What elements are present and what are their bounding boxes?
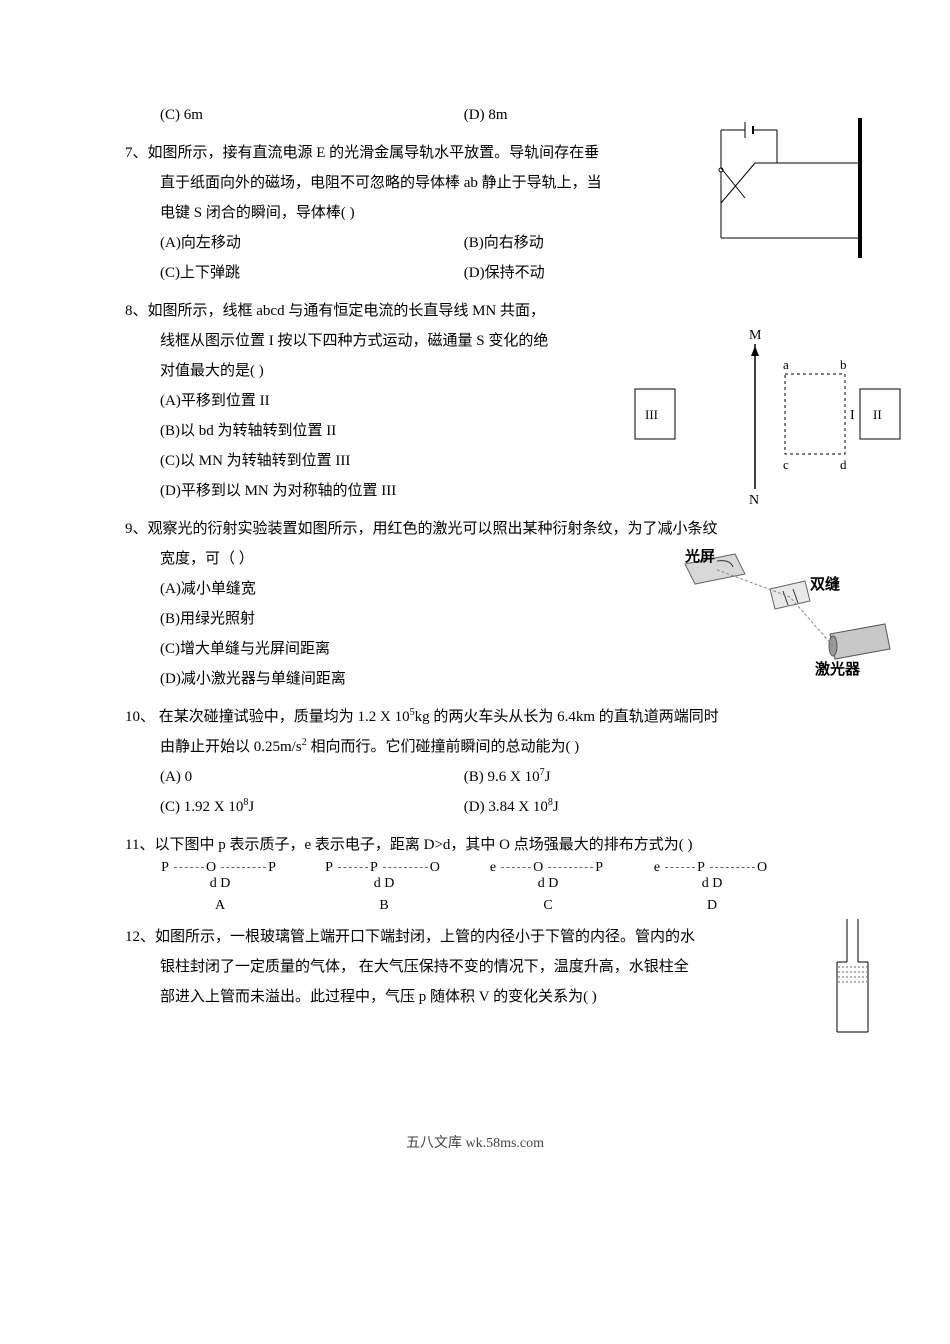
q11-text: 11、以下图中 p 表示质子，e 表示电子，距离 D>d，其中 O 点场强最大的…: [125, 830, 825, 860]
q8-number: 8、: [125, 303, 148, 319]
q12-line1: 如图所示，一根玻璃管上端开口下端封闭，上管的内径小于下管的内径。管内的水: [155, 929, 695, 945]
q10-options-2: (C) 1.92 X 108J (D) 3.84 X 108J: [125, 792, 825, 822]
label-screen: 光屏: [684, 549, 715, 565]
circuit-icon: [695, 108, 895, 268]
q10-opt-a: (A) 0: [160, 762, 460, 792]
label-slit: 双缝: [810, 575, 840, 593]
q10: 10、 在某次碰撞试验中，质量均为 1.2 X 105kg 的两火车头从长为 6…: [125, 702, 825, 822]
q11-d-label: D: [632, 898, 792, 914]
q8: M N a b c d I II III 8、如图所示，线框 abcd 与通有恒…: [125, 296, 825, 506]
tube-icon: [825, 917, 880, 1037]
q11-line1: 以下图中 p 表示质子，e 表示电子，距离 D>d，其中 O 点场强最大的排布方…: [154, 837, 692, 853]
q10-line2: 由静止开始以 0.25m/s2 相向而行。它们碰撞前瞬间的总动能为( ): [125, 732, 825, 762]
q11-d-top: ePO: [632, 860, 792, 876]
q11-c-label: C: [468, 898, 628, 914]
q11-fig-b: PPO d D B: [304, 860, 464, 914]
diffraction-icon: 光屏 双缝 激光器: [675, 549, 895, 689]
q6-opt-c: (C) 6m: [160, 100, 460, 130]
q10-optc-a: (C) 1.92 X 10: [160, 799, 243, 815]
q10-opt-d: (D) 3.84 X 108J: [464, 792, 764, 822]
q11-a-label: A: [140, 898, 300, 914]
q11-fig-d: ePO d D D: [632, 860, 792, 914]
q11-d-mid: d D: [632, 876, 792, 892]
q12: 12、如图所示，一根玻璃管上端开口下端封闭，上管的内径小于下管的内径。管内的水 …: [125, 922, 825, 1012]
q12-line2: 银柱封闭了一定质量的气体， 在大气压保持不变的情况下，温度升高，水银柱全: [125, 952, 825, 982]
label-laser: 激光器: [815, 660, 861, 678]
q9-text: 9、观察光的衍射实验装置如图所示，用红色的激光可以照出某种衍射条纹，为了减小条纹: [125, 514, 825, 544]
q10-line2a: 由静止开始以 0.25m/s: [160, 739, 302, 755]
svg-text:b: b: [840, 357, 847, 372]
label-n: N: [749, 493, 759, 508]
q9-line1: 观察光的衍射实验装置如图所示，用红色的激光可以照出某种衍射条纹，为了减小条纹: [148, 521, 718, 537]
q7-opt-c: (C)上下弹跳: [160, 258, 460, 288]
q10-optd-a: (D) 3.84 X 10: [464, 799, 548, 815]
q7-opt-a: (A)向左移动: [160, 228, 460, 258]
wire-frame-icon: M N a b c d I II III: [625, 314, 905, 509]
q12-number: 12、: [125, 929, 155, 945]
q7-figure: [695, 108, 895, 268]
q7-number: 7、: [125, 145, 148, 161]
q10-line1a: 在某次碰撞试验中，质量均为 1.2 X 10: [159, 709, 410, 725]
q9-figure: 光屏 双缝 激光器: [675, 549, 895, 689]
q11-fig-a: POP d D A: [140, 860, 300, 914]
q11-b-top: PPO: [304, 860, 464, 876]
q10-line2b: 相向而行。它们碰撞前瞬间的总动能为( ): [307, 739, 580, 755]
q10-line1b: kg 的两火车头从长为 6.4km 的直轨道两端同时: [415, 709, 719, 725]
q10-opt-c: (C) 1.92 X 108J: [160, 792, 460, 822]
q10-optd-b: J: [553, 799, 559, 815]
q7: 7、如图所示，接有直流电源 E 的光滑金属导轨水平放置。导轨间存在垂 直于纸面向…: [125, 138, 825, 288]
q8-line1: 如图所示，线框 abcd 与通有恒定电流的长直导线 MN 共面，: [148, 303, 546, 319]
q10-optb-a: (B) 9.6 X 10: [464, 769, 540, 785]
q10-options-1: (A) 0 (B) 9.6 X 107J: [125, 762, 825, 792]
q12-figure: [825, 917, 880, 1037]
q11-figure-row: POP d D A PPO d D B eOP d D C ePO d D D: [125, 860, 825, 914]
page: (C) 6m (D) 8m: [0, 0, 950, 1192]
q7-line1: 如图所示，接有直流电源 E 的光滑金属导轨水平放置。导轨间存在垂: [148, 145, 600, 161]
label-m: M: [749, 328, 762, 343]
q12-line3: 部进入上管而未溢出。此过程中，气压 p 随体积 V 的变化关系为( ): [125, 982, 825, 1012]
q11-a-top: POP: [140, 860, 300, 876]
q9-number: 9、: [125, 521, 148, 537]
q11: 11、以下图中 p 表示质子，e 表示电子，距离 D>d，其中 O 点场强最大的…: [125, 830, 825, 914]
q12-text: 12、如图所示，一根玻璃管上端开口下端封闭，上管的内径小于下管的内径。管内的水: [125, 922, 825, 952]
svg-text:III: III: [645, 407, 658, 422]
svg-text:I: I: [850, 408, 855, 423]
page-footer: 五八文库 wk.58ms.com: [125, 1132, 825, 1152]
q11-c-mid: d D: [468, 876, 628, 892]
svg-text:d: d: [840, 457, 847, 472]
q8-figure: M N a b c d I II III: [625, 314, 905, 509]
q10-number: 10、: [125, 709, 155, 725]
q11-a-mid: d D: [140, 876, 300, 892]
q10-opt-b: (B) 9.6 X 107J: [464, 762, 764, 792]
q10-text: 10、 在某次碰撞试验中，质量均为 1.2 X 105kg 的两火车头从长为 6…: [125, 702, 825, 732]
q10-optb-b: J: [545, 769, 551, 785]
q11-number: 11、: [125, 837, 154, 853]
q11-b-label: B: [304, 898, 464, 914]
q10-optc-b: J: [248, 799, 254, 815]
q11-fig-c: eOP d D C: [468, 860, 628, 914]
q11-b-mid: d D: [304, 876, 464, 892]
svg-text:II: II: [873, 407, 882, 422]
q11-c-top: eOP: [468, 860, 628, 876]
svg-text:a: a: [783, 357, 789, 372]
q9: 光屏 双缝 激光器 9、观察光的衍射实验装置如图所示，用红色的激光可以照出某种衍…: [125, 514, 825, 694]
svg-text:c: c: [783, 457, 789, 472]
